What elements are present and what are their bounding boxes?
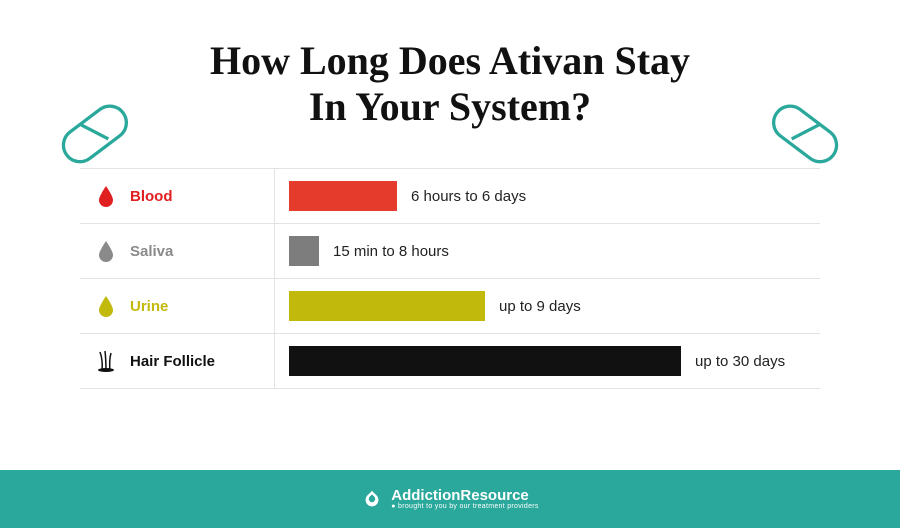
table-row: Urine up to 9 days: [80, 279, 820, 334]
duration-text: up to 30 days: [695, 353, 785, 370]
footer-title: AddictionResource: [391, 488, 538, 503]
row-label-cell: Hair Follicle: [80, 334, 275, 388]
table-row: Saliva 15 min to 8 hours: [80, 224, 820, 279]
row-label-cell: Saliva: [80, 224, 275, 278]
duration-text: 15 min to 8 hours: [333, 243, 449, 260]
saliva-drop-icon: [94, 240, 118, 262]
bar: [289, 181, 397, 211]
footer-bar: AddictionResource ● brought to you by ou…: [0, 470, 900, 528]
bar: [289, 236, 319, 266]
bar: [289, 346, 681, 376]
table-row: Hair Follicle up to 30 days: [80, 334, 820, 389]
footer-subtitle: ● brought to you by our treatment provid…: [391, 503, 538, 510]
title-line-1: How Long Does Ativan Stay: [210, 38, 690, 83]
urine-drop-icon: [94, 295, 118, 317]
row-label: Hair Follicle: [130, 353, 215, 370]
pill-icon-right: [745, 75, 864, 194]
row-bar-cell: up to 9 days: [275, 279, 820, 333]
row-label: Blood: [130, 188, 173, 205]
footer-branding: AddictionResource ● brought to you by ou…: [361, 488, 538, 510]
detection-table: Blood 6 hours to 6 days Saliva 15 min to…: [80, 168, 820, 389]
title-line-2: In Your System?: [309, 84, 591, 129]
row-bar-cell: 6 hours to 6 days: [275, 169, 820, 223]
pill-icon-left: [35, 75, 154, 194]
duration-text: up to 9 days: [499, 298, 581, 315]
row-bar-cell: 15 min to 8 hours: [275, 224, 820, 278]
hair-follicle-icon: [94, 350, 118, 372]
bar: [289, 291, 485, 321]
logo-icon: [361, 488, 383, 510]
row-bar-cell: up to 30 days: [275, 334, 820, 388]
row-label: Saliva: [130, 243, 173, 260]
row-label-cell: Urine: [80, 279, 275, 333]
table-row: Blood 6 hours to 6 days: [80, 169, 820, 224]
duration-text: 6 hours to 6 days: [411, 188, 526, 205]
row-label: Urine: [130, 298, 168, 315]
